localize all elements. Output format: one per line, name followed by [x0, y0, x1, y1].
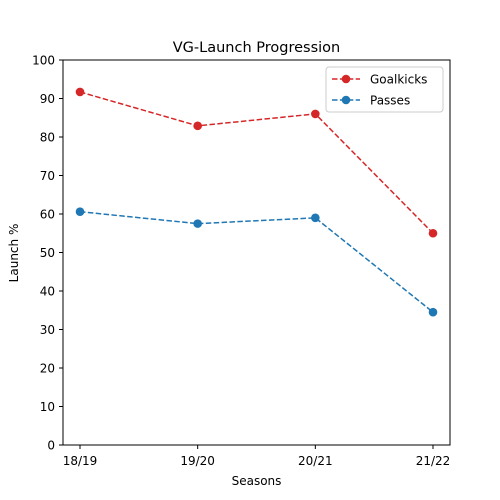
data-point-passes-0	[75, 207, 85, 216]
data-point-goalkicks-0	[75, 87, 85, 97]
y-tick-label: 50	[40, 246, 55, 260]
legend-marker-passes	[341, 95, 351, 105]
y-tick-label: 70	[40, 169, 55, 183]
x-tick-label: 20/21	[298, 454, 333, 468]
plot-frame	[62, 59, 451, 446]
x-tick-label: 19/20	[180, 454, 215, 468]
y-tick-label: 40	[40, 285, 55, 299]
y-tick-label: 20	[40, 362, 55, 376]
legend-label-goalkicks: Goalkicks	[370, 73, 427, 87]
series-line-goalkicks	[79, 91, 434, 234]
y-tick-label: 100	[32, 54, 55, 68]
x-tick-label: 18/19	[63, 454, 98, 468]
data-point-passes-2	[311, 213, 320, 223]
data-point-goalkicks-1	[193, 121, 202, 131]
y-tick-label: 90	[40, 92, 55, 106]
y-tick-label: 30	[40, 323, 55, 337]
data-point-goalkicks-2	[311, 109, 320, 119]
x-tick-label: 21/22	[416, 454, 451, 468]
series-line-passes	[79, 210, 434, 313]
y-tick-label: 10	[40, 400, 55, 414]
y-tick-label: 0	[47, 439, 55, 453]
y-axis-label: Launch %	[7, 224, 21, 283]
data-point-passes-3	[428, 307, 438, 317]
legend-marker-goalkicks	[341, 74, 351, 84]
legend-box	[325, 66, 444, 113]
legend-label-passes: Passes	[370, 94, 410, 108]
y-tick-label: 80	[40, 131, 55, 145]
y-tick-label: 60	[40, 208, 55, 222]
chart-title: VG-Launch Progression	[173, 40, 340, 56]
data-point-passes-1	[193, 219, 202, 228]
data-point-goalkicks-3	[428, 228, 438, 238]
x-axis-label: Seasons	[232, 474, 282, 488]
